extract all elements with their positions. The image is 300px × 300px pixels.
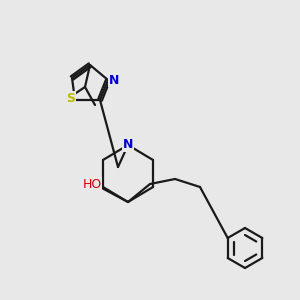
Text: N: N (109, 74, 119, 86)
Text: N: N (123, 139, 133, 152)
Text: S: S (67, 92, 76, 104)
Text: HO: HO (82, 178, 102, 190)
